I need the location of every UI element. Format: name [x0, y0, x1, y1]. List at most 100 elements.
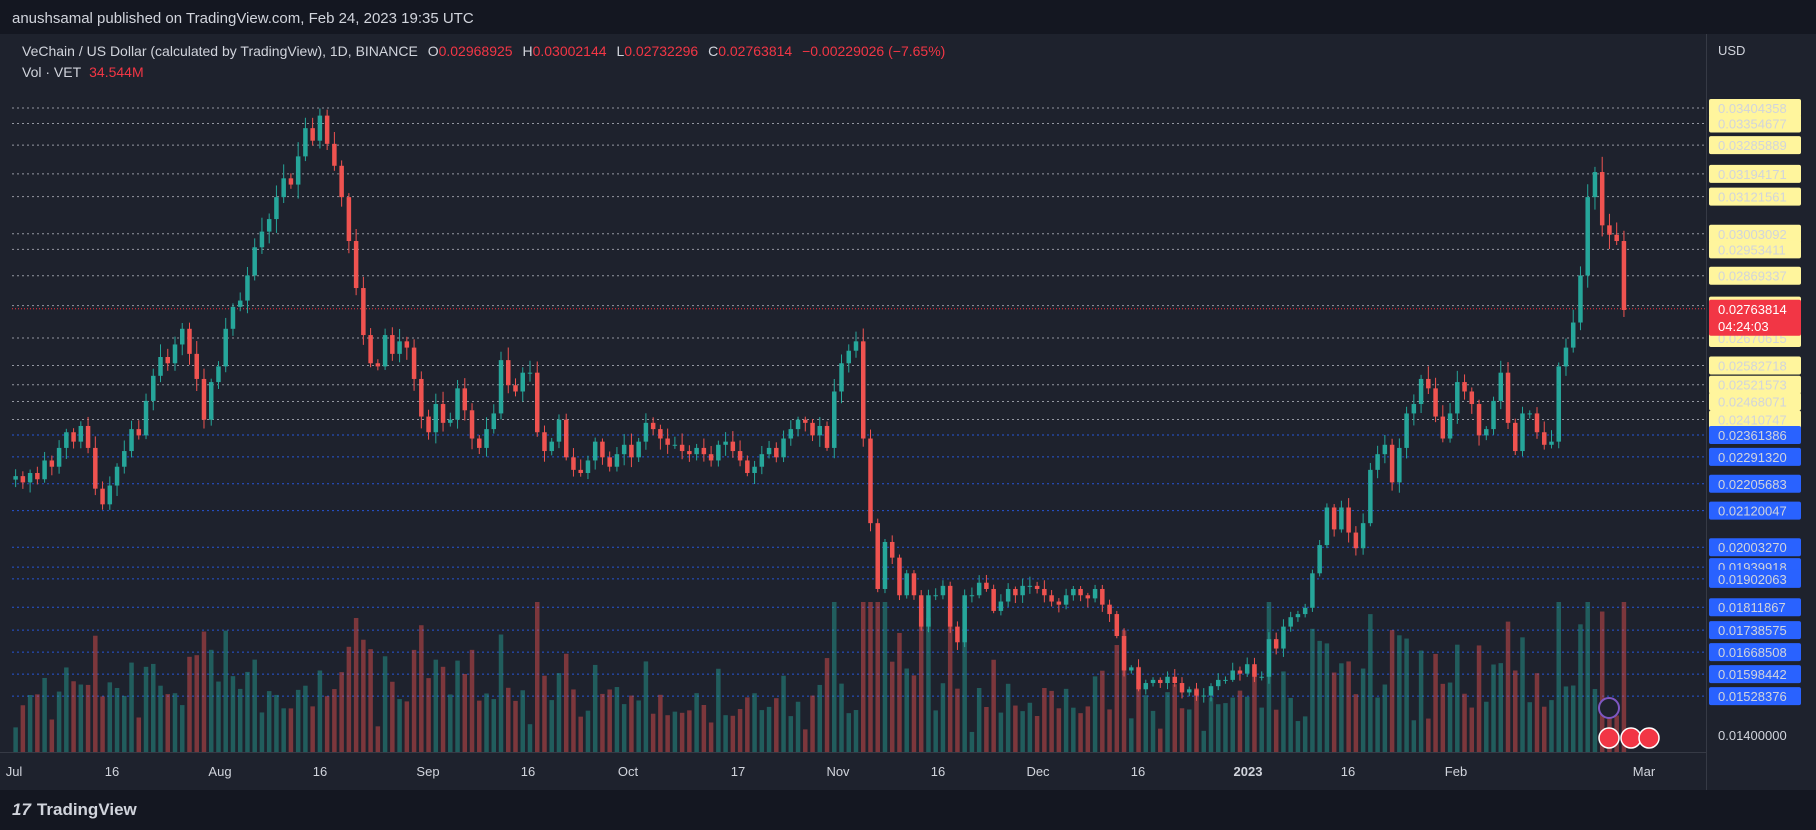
candle-body[interactable] — [1150, 679, 1156, 684]
candle-body[interactable] — [737, 451, 743, 461]
candle-body[interactable] — [1129, 667, 1134, 671]
candle-body[interactable] — [795, 419, 801, 430]
candle-body[interactable] — [839, 363, 844, 392]
candle-body[interactable] — [129, 429, 134, 452]
candle-body[interactable] — [1281, 626, 1286, 649]
candle-body[interactable] — [419, 378, 424, 417]
tradingview-logo[interactable]: 17 TradingView — [12, 800, 137, 820]
candle-body[interactable] — [368, 335, 373, 364]
candle-body[interactable] — [1563, 347, 1569, 367]
candle-body[interactable] — [1534, 413, 1540, 433]
candle-body[interactable] — [607, 457, 612, 467]
candle-body[interactable] — [35, 472, 40, 480]
candle-body[interactable] — [1404, 413, 1409, 448]
us-flag-event-icon[interactable] — [1620, 727, 1642, 749]
candle-body[interactable] — [817, 425, 823, 436]
candle-body[interactable] — [643, 422, 649, 442]
candle-body[interactable] — [687, 451, 692, 455]
candle-body[interactable] — [56, 447, 62, 467]
candle-body[interactable] — [694, 447, 699, 455]
candle-body[interactable] — [1317, 545, 1322, 574]
candle-body[interactable] — [187, 328, 192, 354]
candle-body[interactable] — [1244, 664, 1250, 674]
candle-body[interactable] — [1295, 614, 1301, 618]
candle-body[interactable] — [1223, 679, 1228, 681]
candle-body[interactable] — [708, 454, 714, 461]
candle-body[interactable] — [1433, 388, 1438, 417]
candle-body[interactable] — [1520, 413, 1525, 452]
candle-body[interactable] — [1440, 416, 1446, 439]
candle-body[interactable] — [984, 582, 989, 589]
candle-body[interactable] — [1476, 404, 1482, 436]
candle-body[interactable] — [201, 378, 207, 420]
candle-body[interactable] — [933, 595, 938, 597]
candle-body[interactable] — [1092, 588, 1098, 599]
candle-body[interactable] — [194, 353, 199, 379]
candle-body[interactable] — [904, 573, 909, 596]
candle-body[interactable] — [172, 344, 178, 364]
candle-body[interactable] — [361, 288, 366, 336]
us-flag-event-icon[interactable] — [1598, 727, 1620, 749]
candle-body[interactable] — [672, 444, 678, 446]
candle-body[interactable] — [803, 419, 808, 423]
candle-body[interactable] — [42, 460, 47, 480]
candle-body[interactable] — [1208, 686, 1214, 696]
candle-body[interactable] — [1230, 670, 1235, 680]
candle-body[interactable] — [1513, 422, 1518, 452]
candle-body[interactable] — [390, 335, 395, 354]
us-flag-event-icon[interactable] — [1638, 727, 1660, 749]
candle-body[interactable] — [506, 360, 511, 386]
candle-body[interactable] — [433, 404, 439, 433]
candle-body[interactable] — [955, 626, 960, 643]
candle-body[interactable] — [1469, 391, 1475, 405]
candle-body[interactable] — [788, 429, 794, 439]
candle-body[interactable] — [534, 372, 540, 433]
candle-body[interactable] — [1215, 679, 1221, 687]
candle-body[interactable] — [824, 425, 830, 448]
candle-body[interactable] — [665, 438, 670, 445]
candle-body[interactable] — [1020, 585, 1025, 596]
candle-body[interactable] — [542, 432, 547, 452]
candle-body[interactable] — [107, 485, 113, 505]
candle-body[interactable] — [252, 247, 257, 276]
candle-body[interactable] — [1397, 447, 1402, 483]
currency-label[interactable]: USD — [1718, 43, 1746, 58]
candle-body[interactable] — [484, 429, 489, 448]
candle-body[interactable] — [1288, 617, 1293, 627]
candle-body[interactable] — [455, 388, 460, 420]
candle-body[interactable] — [1063, 595, 1069, 605]
candle-body[interactable] — [237, 300, 243, 307]
candle-body[interactable] — [1310, 573, 1315, 608]
candle-body[interactable] — [1462, 382, 1467, 392]
candle-body[interactable] — [991, 588, 996, 611]
candle-body[interactable] — [976, 582, 982, 596]
candle-body[interactable] — [810, 422, 815, 436]
candle-body[interactable] — [216, 366, 221, 383]
candle-body[interactable] — [1013, 588, 1018, 596]
candle-body[interactable] — [158, 357, 163, 376]
candle-body[interactable] — [339, 165, 344, 198]
candle-body[interactable] — [1556, 366, 1561, 442]
candle-body[interactable] — [1447, 413, 1453, 439]
candle-body[interactable] — [1194, 689, 1199, 696]
candle-body[interactable] — [1273, 639, 1279, 649]
candle-body[interactable] — [781, 438, 786, 458]
candle-body[interactable] — [752, 466, 757, 473]
candle-body[interactable] — [600, 441, 605, 458]
candle-body[interactable] — [1339, 507, 1344, 530]
candle-body[interactable] — [1491, 400, 1496, 430]
candle-body[interactable] — [13, 476, 18, 480]
candle-body[interactable] — [745, 460, 750, 473]
candle-body[interactable] — [114, 466, 120, 486]
candle-body[interactable] — [1578, 275, 1583, 323]
candle-body[interactable] — [1389, 444, 1395, 483]
candle-body[interactable] — [571, 457, 576, 470]
candle-body[interactable] — [1071, 588, 1076, 596]
candle-body[interactable] — [940, 585, 946, 596]
candle-body[interactable] — [498, 360, 504, 414]
candle-body[interactable] — [1621, 241, 1627, 310]
candle-body[interactable] — [332, 143, 337, 166]
candle-body[interactable] — [85, 425, 91, 448]
candle-body[interactable] — [1158, 679, 1163, 684]
candle-body[interactable] — [382, 335, 388, 367]
